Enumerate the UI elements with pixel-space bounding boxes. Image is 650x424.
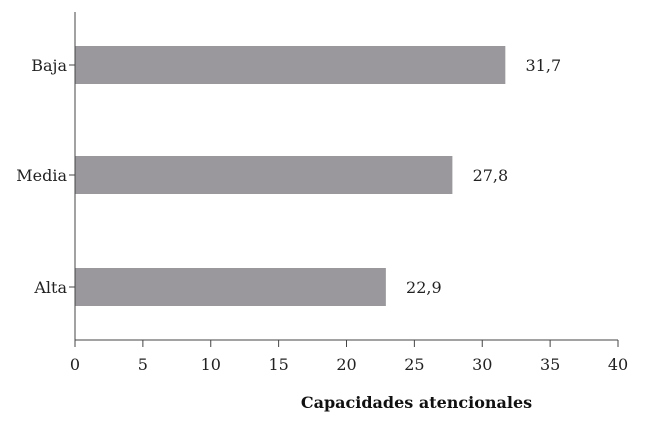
value-labels-group: 31,7 27,8 22,9 bbox=[406, 56, 561, 297]
x-tick-label: 0 bbox=[70, 355, 80, 374]
category-label: Baja bbox=[31, 56, 67, 75]
value-label: 31,7 bbox=[526, 56, 562, 75]
category-labels-group: Baja Media Alta bbox=[16, 56, 75, 297]
x-tick-label: 20 bbox=[336, 355, 356, 374]
value-label: 27,8 bbox=[473, 166, 509, 185]
x-tick-label: 15 bbox=[268, 355, 288, 374]
x-axis-title: Capacidades atencionales bbox=[301, 393, 532, 412]
value-label: 22,9 bbox=[406, 278, 442, 297]
bar-alta bbox=[75, 268, 386, 306]
x-tick-label: 25 bbox=[404, 355, 424, 374]
x-tick-label: 5 bbox=[138, 355, 148, 374]
category-label: Alta bbox=[33, 278, 67, 297]
category-label: Media bbox=[16, 166, 67, 185]
x-tick-label: 10 bbox=[201, 355, 221, 374]
x-tick-label: 30 bbox=[472, 355, 492, 374]
x-ticks-group: 0 5 10 15 20 25 30 35 40 bbox=[70, 340, 628, 374]
x-tick-label: 40 bbox=[608, 355, 628, 374]
bars-group bbox=[75, 46, 506, 306]
bar-media bbox=[75, 156, 453, 194]
bar-baja bbox=[75, 46, 506, 84]
x-tick-label: 35 bbox=[540, 355, 560, 374]
